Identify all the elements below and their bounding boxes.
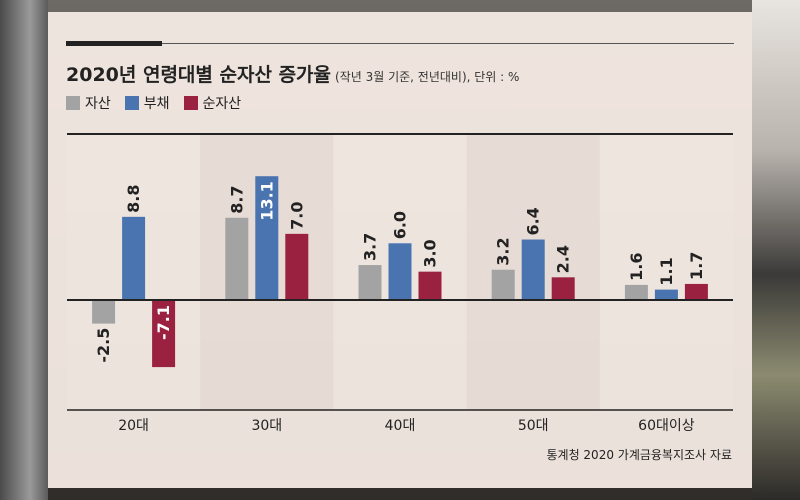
bar-value-label: -7.1 (154, 305, 173, 340)
bar-value-label: 1.6 (627, 253, 646, 281)
bar-value-label: 1.7 (687, 252, 706, 280)
legend-swatch-net (183, 96, 198, 110)
bar-value-label: 2.4 (554, 245, 573, 273)
bar-debt (654, 289, 678, 300)
title-accent-bar (66, 41, 162, 46)
legend-item-debt: 부채 (124, 93, 170, 113)
legend-item-net: 순자산 (183, 93, 242, 113)
bar-asset (491, 269, 515, 300)
legend-label-net: 순자산 (202, 96, 242, 112)
legend-swatch-asset (66, 96, 80, 110)
bar-value-label: 6.4 (524, 207, 543, 235)
x-tick-label: 30대 (251, 418, 282, 434)
bar-asset (92, 300, 116, 324)
x-tick-label: 60대이상 (638, 418, 695, 434)
legend: 자산 부채 순자산 (66, 93, 241, 113)
bar-value-label: 3.2 (494, 237, 513, 265)
legend-label-asset: 자산 (85, 96, 111, 112)
bar-net (551, 277, 575, 300)
bar-debt (521, 239, 545, 300)
bar-debt (122, 216, 146, 300)
bar-value-label: -2.5 (94, 328, 113, 363)
bar-value-label: 7.0 (287, 202, 306, 230)
x-tick-label: 40대 (385, 418, 416, 434)
background-photo-right (752, 0, 800, 500)
bar-value-label: 3.0 (421, 239, 440, 267)
bar-net (152, 300, 176, 368)
legend-swatch-debt (124, 96, 139, 110)
chart-subtitle: (작년 3월 기준, 전년대비), 단위 : % (335, 70, 520, 84)
source-note: 통계청 2020 가계금융복지조사 자료 (546, 448, 732, 462)
bar-value-label: 1.1 (657, 257, 676, 285)
bar-net (418, 271, 442, 300)
chart-title: 2020년 연령대별 순자산 증가율 (작년 3월 기준, 전년대비), 단위 :… (66, 60, 519, 87)
chart-title-text: 2020년 연령대별 순자산 증가율 (66, 64, 332, 86)
bar-value-label: 13.1 (257, 181, 276, 220)
x-tick-label: 20대 (118, 418, 149, 434)
x-tick-label: 50대 (518, 418, 549, 434)
category-band (599, 134, 733, 410)
bar-value-label: 8.8 (124, 184, 143, 212)
bar-net (684, 283, 708, 300)
bar-net (285, 233, 309, 300)
legend-item-asset: 자산 (66, 93, 111, 113)
legend-label-debt: 부채 (143, 96, 170, 112)
bar-asset (624, 284, 648, 300)
bar-asset (358, 265, 382, 300)
bar-debt (388, 243, 412, 300)
bar-value-label: 3.7 (361, 233, 380, 261)
bar-value-label: 6.0 (391, 211, 410, 239)
bar-asset (225, 217, 249, 300)
title-rule (162, 43, 734, 44)
bar-value-label: 8.7 (227, 185, 246, 213)
bar-debt (255, 176, 279, 300)
